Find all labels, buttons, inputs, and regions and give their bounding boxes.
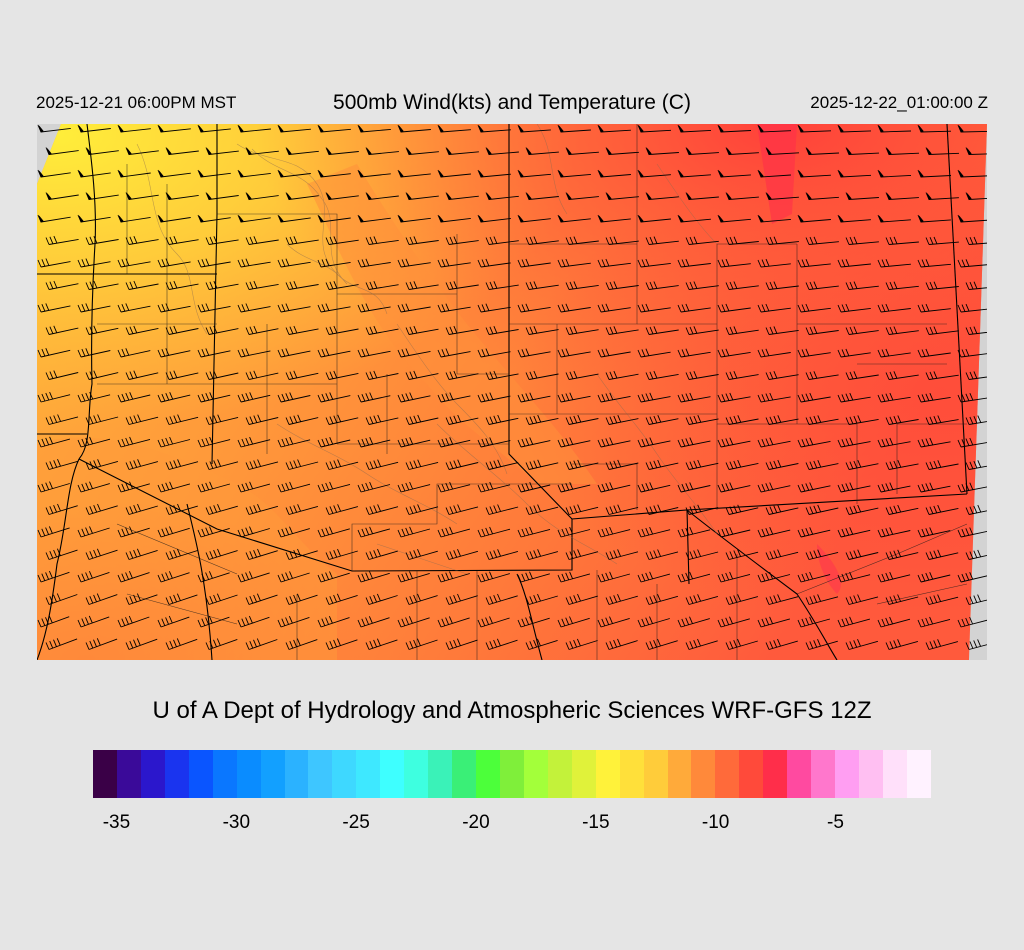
colorbar-swatch	[835, 750, 859, 798]
model-credit: U of A Dept of Hydrology and Atmospheric…	[0, 697, 1024, 725]
colorbar-swatch	[165, 750, 189, 798]
temperature-colorbar	[93, 750, 931, 798]
colorbar-swatch	[476, 750, 500, 798]
colorbar-swatch	[691, 750, 715, 798]
colorbar-tick-label: -25	[342, 812, 369, 834]
colorbar-swatch	[883, 750, 907, 798]
temperature-wind-map	[37, 124, 987, 660]
colorbar-tick-label: -10	[702, 812, 729, 834]
colorbar-swatch	[859, 750, 883, 798]
colorbar-swatch	[644, 750, 668, 798]
colorbar-swatch	[811, 750, 835, 798]
colorbar-swatch	[907, 750, 931, 798]
colorbar-swatch	[428, 750, 452, 798]
colorbar-tick-label: -35	[103, 812, 130, 834]
colorbar-swatch	[380, 750, 404, 798]
colorbar-swatch	[93, 750, 117, 798]
colorbar-swatch	[596, 750, 620, 798]
colorbar-swatch	[548, 750, 572, 798]
colorbar-swatch	[332, 750, 356, 798]
colorbar-tick-label: -30	[223, 812, 250, 834]
colorbar-swatch	[404, 750, 428, 798]
colorbar-swatch	[524, 750, 548, 798]
colorbar-swatch	[189, 750, 213, 798]
colorbar-swatch	[285, 750, 309, 798]
colorbar-swatch	[141, 750, 165, 798]
colorbar-tick-label: -5	[827, 812, 844, 834]
colorbar-swatch	[739, 750, 763, 798]
valid-time-utc: 2025-12-22_01:00:00 Z	[810, 93, 988, 113]
colorbar-tick-label: -20	[462, 812, 489, 834]
colorbar-swatch	[117, 750, 141, 798]
colorbar-swatch	[213, 750, 237, 798]
colorbar-swatch	[261, 750, 285, 798]
colorbar-swatch	[572, 750, 596, 798]
colorbar-swatch	[668, 750, 692, 798]
colorbar-swatch	[308, 750, 332, 798]
colorbar-swatch	[452, 750, 476, 798]
colorbar-swatch	[763, 750, 787, 798]
colorbar-swatch	[715, 750, 739, 798]
colorbar-swatch	[356, 750, 380, 798]
colorbar-swatch	[237, 750, 261, 798]
colorbar-swatch	[620, 750, 644, 798]
colorbar-tick-label: -15	[582, 812, 609, 834]
colorbar-swatch	[500, 750, 524, 798]
colorbar-swatch	[787, 750, 811, 798]
